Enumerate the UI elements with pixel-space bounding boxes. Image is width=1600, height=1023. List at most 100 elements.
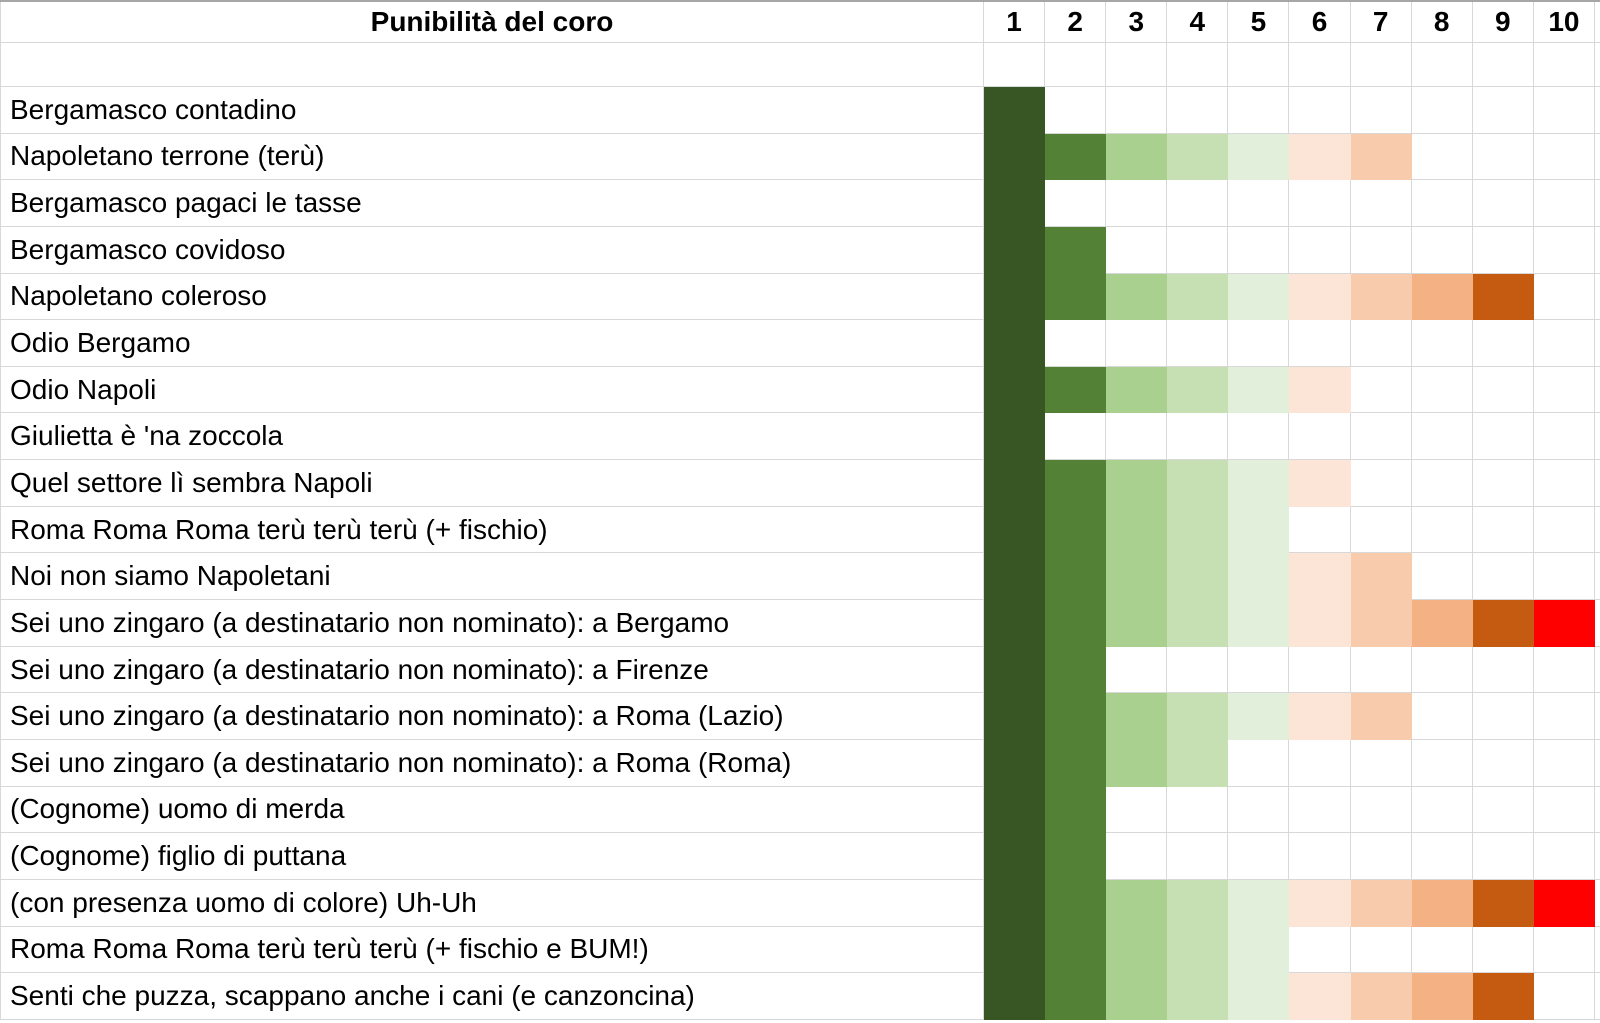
heat-cell: [1106, 879, 1168, 927]
heat-cell: [1167, 926, 1229, 974]
heat-cell: [1533, 646, 1595, 694]
heat-cell: [1472, 366, 1534, 414]
heat-cell: [1289, 926, 1351, 974]
heat-cell: [1289, 833, 1351, 880]
empty-cell: [1350, 43, 1412, 87]
heat-cell: [1472, 693, 1534, 740]
heat-cell: [1411, 600, 1473, 647]
heat-cell: [984, 739, 1046, 787]
spacer-cells: [984, 43, 1595, 87]
heat-cell: [1228, 413, 1290, 461]
heat-cell: [1411, 273, 1473, 321]
row-label: Sei uno zingaro (a destinatario non nomi…: [0, 600, 984, 647]
heat-cell: [1167, 320, 1229, 367]
row-filler: [1594, 973, 1600, 1020]
table-row: Roma Roma Roma terù terù terù (+ fischio…: [0, 506, 1600, 554]
heat-cell: [1106, 973, 1168, 1020]
header-row: Punibilità del coro 1 2 3 4 5 6 7 8 9 10: [0, 2, 1600, 43]
empty-cell: [1106, 43, 1168, 87]
table-row: Bergamasco covidoso: [0, 226, 1600, 274]
row-filler: [1594, 787, 1600, 834]
row-filler: [1594, 87, 1600, 134]
heat-cell: [1472, 833, 1534, 880]
heat-cell: [1350, 366, 1412, 414]
heat-cell: [1045, 786, 1107, 834]
heat-cell: [1106, 366, 1168, 414]
heat-cell: [1533, 87, 1595, 134]
page-title: Punibilità del coro: [0, 2, 984, 43]
row-filler: [1594, 833, 1600, 880]
heat-cell: [1045, 879, 1107, 927]
heat-cell: [1350, 320, 1412, 367]
heat-cell: [1350, 879, 1412, 927]
heat-cell: [1350, 600, 1412, 647]
heat-cell: [1350, 973, 1412, 1020]
scale-header-6: 6: [1289, 2, 1351, 43]
heat-cell: [1289, 553, 1351, 601]
heat-cell: [1228, 879, 1290, 927]
heat-cell: [984, 833, 1046, 880]
heat-cell: [1350, 460, 1412, 507]
empty-cell: [1411, 43, 1473, 87]
heat-cell: [984, 226, 1046, 274]
heat-cell: [1228, 973, 1290, 1020]
row-filler: [1594, 180, 1600, 227]
heat-cell: [1350, 180, 1412, 227]
table-row: Senti che puzza, scappano anche i cani (…: [0, 973, 1600, 1020]
table-row: Roma Roma Roma terù terù terù (+ fischio…: [0, 926, 1600, 974]
heat-cell: [1533, 693, 1595, 740]
heat-cell: [1045, 973, 1107, 1020]
heat-cell: [1289, 693, 1351, 740]
row-label: Noi non siamo Napoletani: [0, 553, 984, 601]
heat-cell: [1045, 133, 1107, 181]
heat-cell: [1411, 786, 1473, 834]
heat-cell: [1411, 646, 1473, 694]
heat-cell: [1167, 226, 1229, 274]
heat-cell: [1411, 87, 1473, 134]
header-scale: 1 2 3 4 5 6 7 8 9 10: [984, 2, 1595, 43]
row-filler: [1594, 413, 1600, 461]
row-label: Sei uno zingaro (a destinatario non nomi…: [0, 739, 984, 787]
row-label: Napoletano terrone (terù): [0, 133, 984, 181]
heat-cell: [1106, 833, 1168, 880]
row-filler: [1594, 134, 1600, 181]
heat-cell: [1228, 133, 1290, 181]
row-label: Napoletano coleroso: [0, 273, 984, 321]
heat-cell: [984, 366, 1046, 414]
row-filler: [1594, 507, 1600, 554]
heat-cell: [1045, 366, 1107, 414]
heat-cell: [1533, 226, 1595, 274]
heat-cell: [1533, 413, 1595, 461]
heat-cell: [1533, 879, 1595, 927]
row-label: Roma Roma Roma terù terù terù (+ fischio…: [0, 926, 984, 974]
heat-cell: [984, 133, 1046, 181]
row-filler: [1594, 880, 1600, 927]
heat-cell: [1289, 273, 1351, 321]
heat-cell: [1472, 413, 1534, 461]
heat-cell: [1106, 739, 1168, 787]
row-label: Bergamasco pagaci le tasse: [0, 180, 984, 227]
table-row: Sei uno zingaro (a destinatario non nomi…: [0, 646, 1600, 694]
heat-cell: [1350, 646, 1412, 694]
heat-cell: [1350, 553, 1412, 601]
heat-cell: [1228, 833, 1290, 880]
heat-cell: [1167, 553, 1229, 601]
heat-cell: [1289, 973, 1351, 1020]
heat-cell: [1045, 460, 1107, 507]
heat-cell: [1289, 600, 1351, 647]
heat-cell: [1106, 273, 1168, 321]
table-row: Bergamasco contadino: [0, 87, 1600, 134]
heat-cell: [1350, 226, 1412, 274]
heat-cell: [1228, 460, 1290, 507]
heat-cell: [1167, 273, 1229, 321]
spacer-row: [0, 43, 1600, 87]
heat-cell: [1472, 739, 1534, 787]
heat-cell: [1472, 87, 1534, 134]
table-row: Noi non siamo Napoletani: [0, 553, 1600, 601]
heat-cell: [1411, 506, 1473, 554]
heat-cell: [984, 553, 1046, 601]
heat-cell: [1289, 506, 1351, 554]
heat-cell: [1289, 413, 1351, 461]
heat-cell: [1228, 320, 1290, 367]
row-label: Bergamasco covidoso: [0, 226, 984, 274]
